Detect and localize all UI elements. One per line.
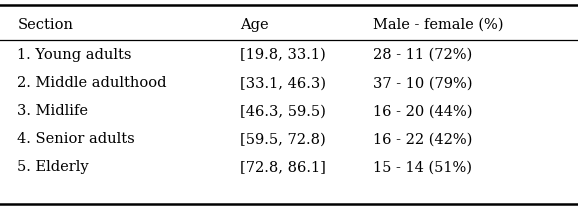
Text: [72.8, 86.1]: [72.8, 86.1] xyxy=(240,160,326,174)
Text: Male - female (%): Male - female (%) xyxy=(373,18,503,32)
Text: 1. Young adults: 1. Young adults xyxy=(17,48,132,62)
Text: 37 - 10 (79%): 37 - 10 (79%) xyxy=(373,76,472,90)
Text: 2. Middle adulthood: 2. Middle adulthood xyxy=(17,76,167,90)
Text: 16 - 22 (42%): 16 - 22 (42%) xyxy=(373,132,472,146)
Text: [19.8, 33.1): [19.8, 33.1) xyxy=(240,48,325,62)
Text: Age: Age xyxy=(240,18,269,32)
Text: [59.5, 72.8): [59.5, 72.8) xyxy=(240,132,325,146)
Text: [33.1, 46.3): [33.1, 46.3) xyxy=(240,76,326,90)
Text: 16 - 20 (44%): 16 - 20 (44%) xyxy=(373,104,472,118)
Text: [46.3, 59.5): [46.3, 59.5) xyxy=(240,104,326,118)
Text: Section: Section xyxy=(17,18,73,32)
Text: 4. Senior adults: 4. Senior adults xyxy=(17,132,135,146)
Text: 28 - 11 (72%): 28 - 11 (72%) xyxy=(373,48,472,62)
Text: 5. Elderly: 5. Elderly xyxy=(17,160,89,174)
Text: 15 - 14 (51%): 15 - 14 (51%) xyxy=(373,160,472,174)
Text: 3. Midlife: 3. Midlife xyxy=(17,104,88,118)
